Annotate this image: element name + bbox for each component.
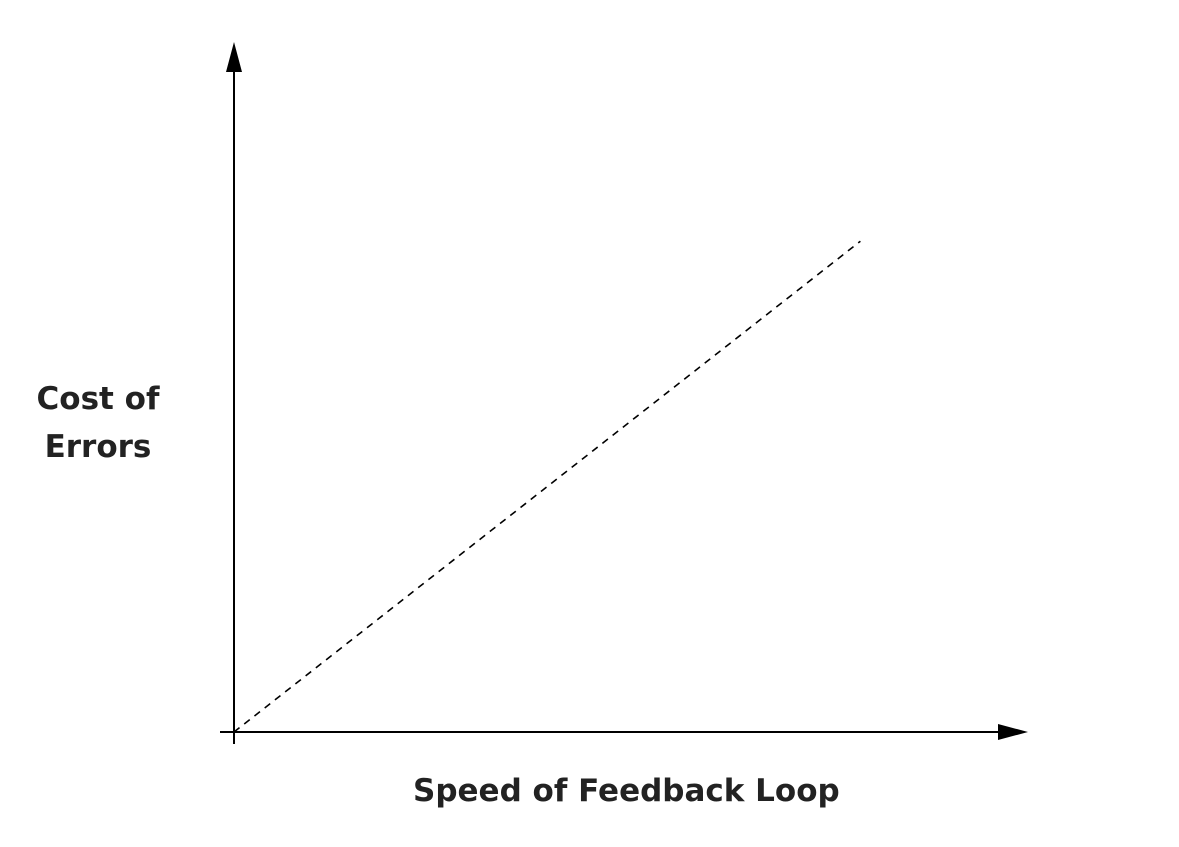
y-axis-title: Cost of Errors [36, 381, 160, 466]
series-line-0 [233, 240, 861, 733]
series-layer [233, 240, 861, 733]
x-axis-title: Speed of Feedback Loop [413, 773, 840, 809]
x-axis-arrowhead [998, 724, 1028, 740]
y-axis-arrowhead [226, 42, 242, 72]
